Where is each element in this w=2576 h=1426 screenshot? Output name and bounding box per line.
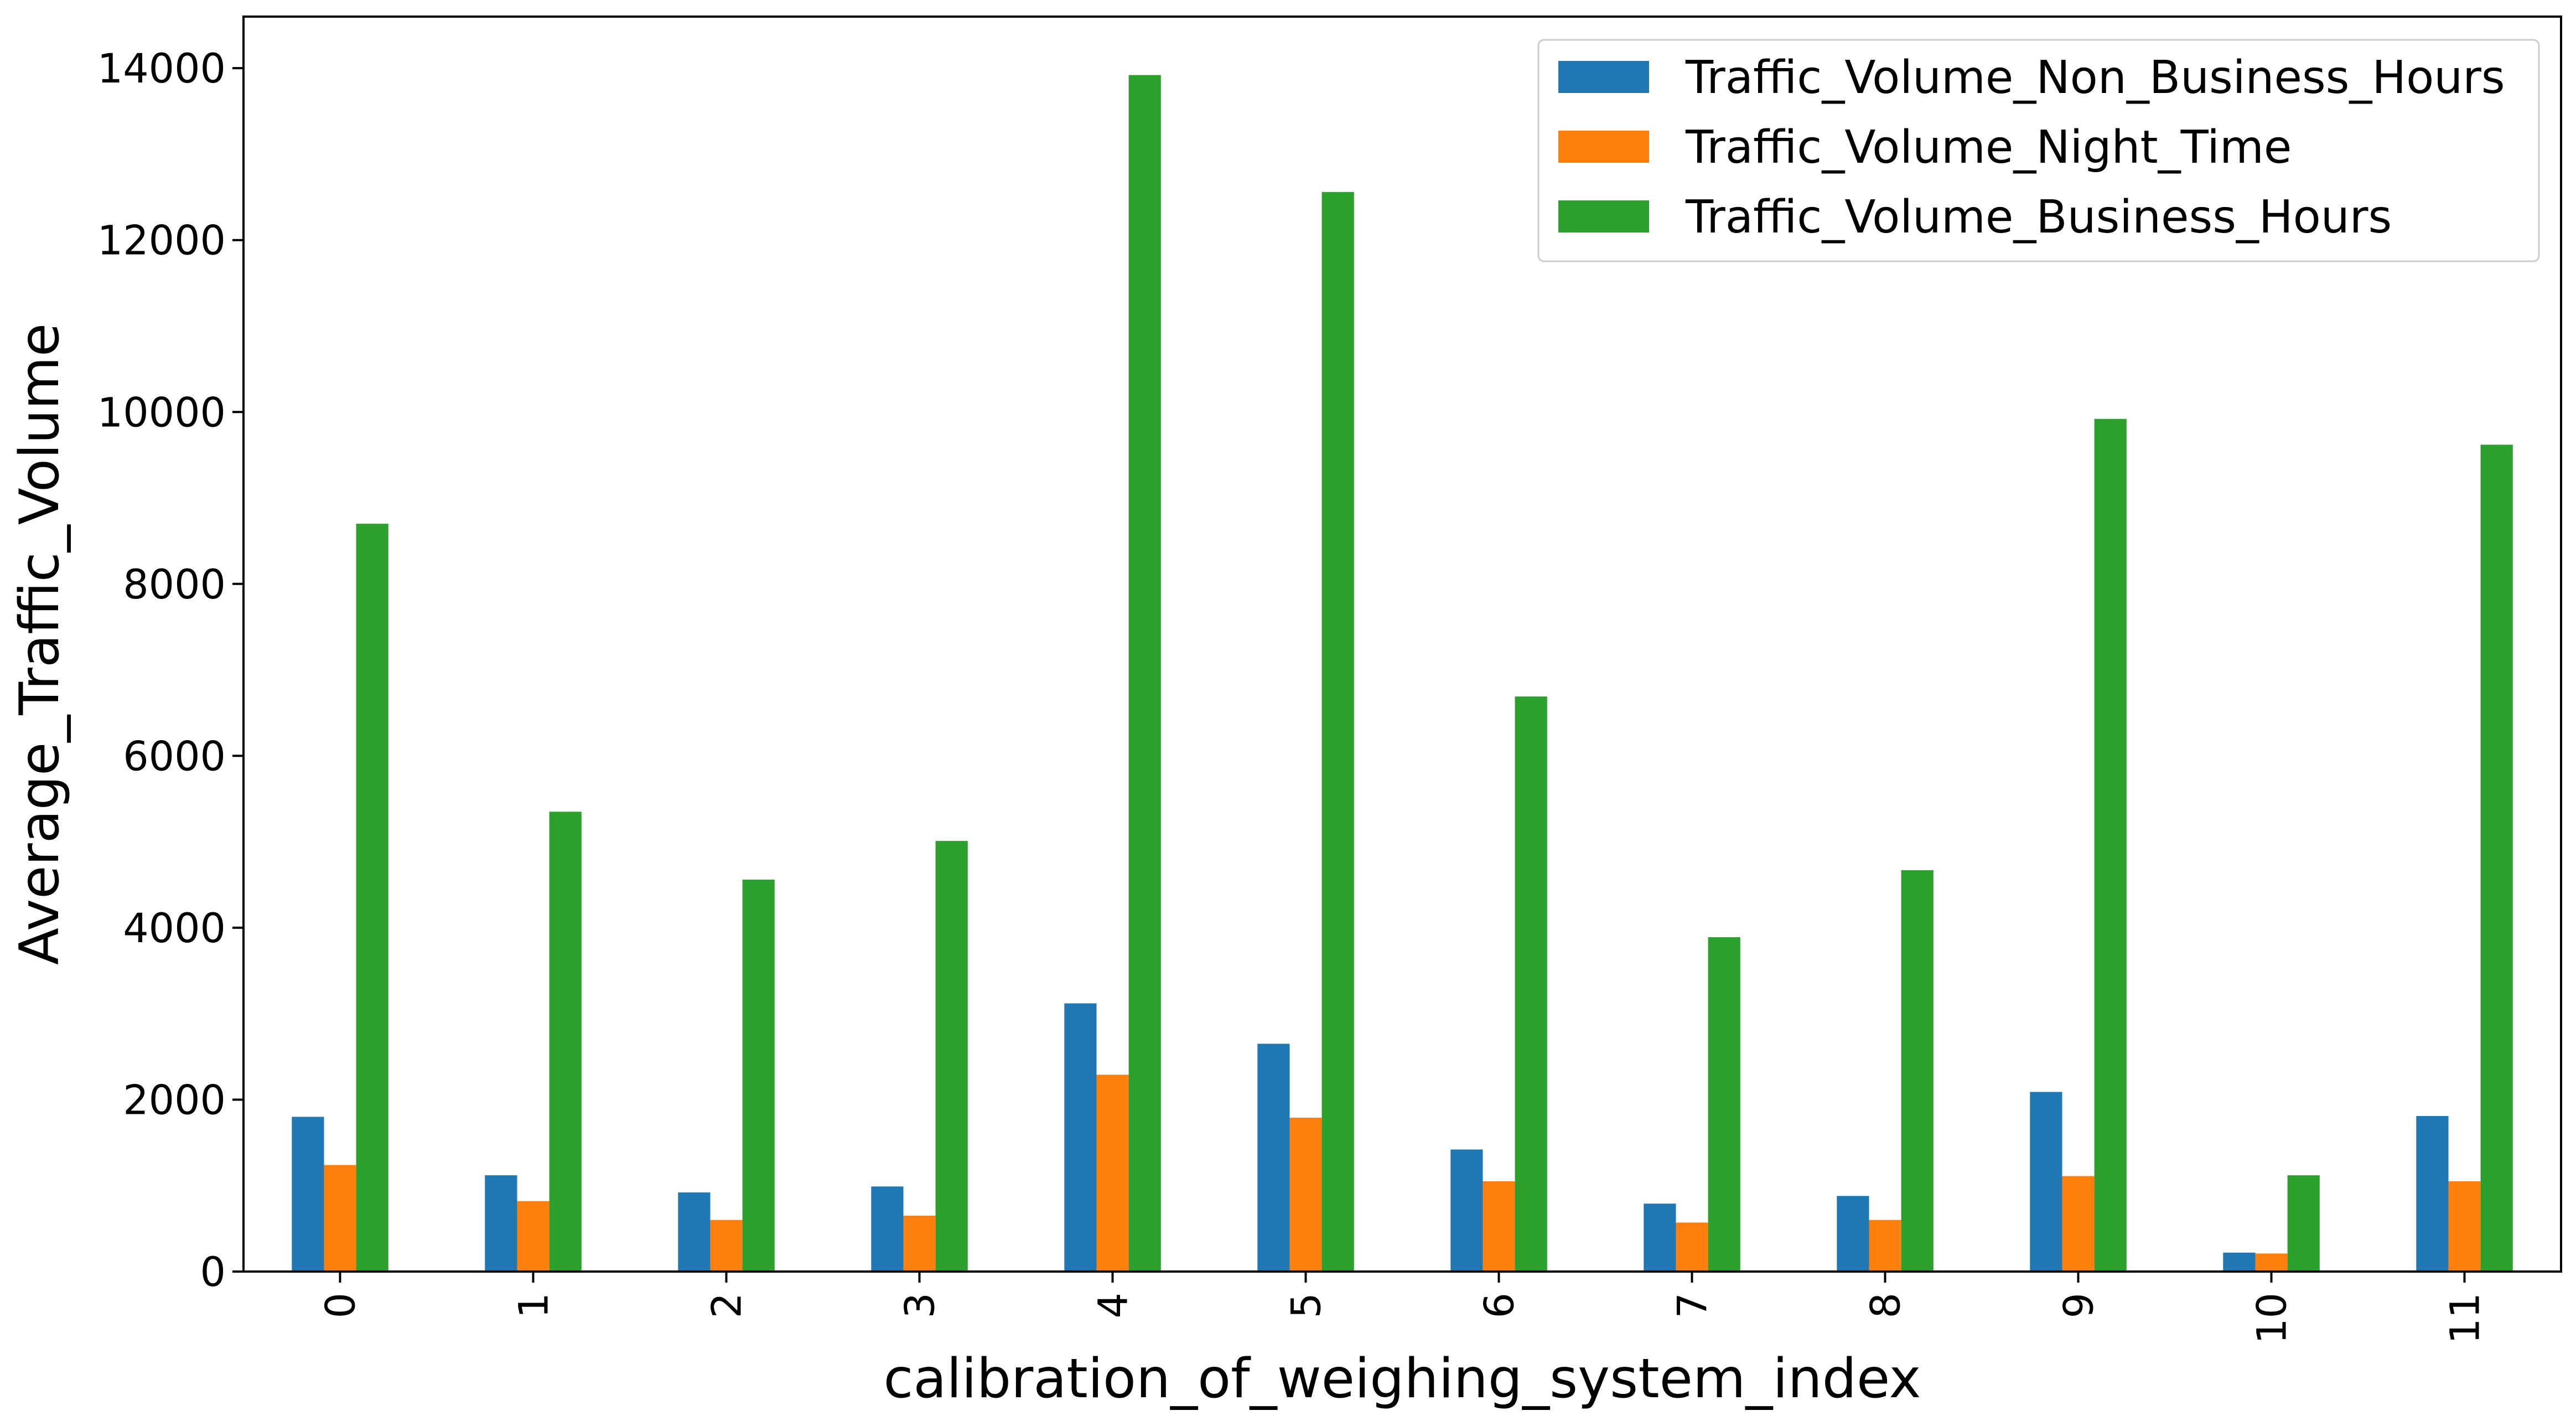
bar-Traffic_Volume_Business_Hours-9 (2094, 418, 2127, 1272)
bar-Traffic_Volume_Night_Time-4 (1096, 1074, 1129, 1272)
bar-Traffic_Volume_Night_Time-3 (903, 1216, 936, 1272)
x-tick-label: 6 (1476, 1293, 1523, 1318)
legend-label: Traffic_Volume_Night_Time (1685, 121, 2292, 174)
x-tick-label: 7 (1670, 1293, 1717, 1318)
x-tick-label: 5 (1283, 1293, 1330, 1318)
x-tick-label: 11 (2442, 1293, 2489, 1344)
y-tick-label: 0 (200, 1249, 226, 1296)
bar-Traffic_Volume_Night_Time-6 (1483, 1181, 1515, 1272)
bar-Traffic_Volume_Non_Business_Hours-2 (678, 1192, 711, 1272)
y-tick-label: 8000 (123, 561, 226, 608)
bar-Traffic_Volume_Business_Hours-11 (2480, 445, 2513, 1272)
y-tick-label: 4000 (123, 905, 226, 952)
bar-Traffic_Volume_Business_Hours-1 (549, 812, 582, 1272)
bar-Traffic_Volume_Business_Hours-3 (935, 841, 968, 1272)
bar-Traffic_Volume_Non_Business_Hours-11 (2416, 1116, 2449, 1272)
bar-Traffic_Volume_Night_Time-8 (1869, 1220, 1901, 1272)
bars-group (292, 75, 2513, 1272)
x-tick-label: 2 (704, 1293, 751, 1318)
y-tick-label: 2000 (123, 1077, 226, 1124)
x-tick-label: 9 (2056, 1293, 2103, 1318)
x-tick-label: 8 (1863, 1293, 1910, 1318)
bar-Traffic_Volume_Business_Hours-10 (2287, 1175, 2320, 1272)
y-tick-label: 10000 (97, 389, 226, 436)
legend-swatch-Traffic_Volume_Business_Hours (1558, 200, 1649, 232)
bar-Traffic_Volume_Non_Business_Hours-8 (1837, 1196, 1869, 1272)
y-axis-label: Average_Traffic_Volume (8, 323, 71, 965)
bar-Traffic_Volume_Non_Business_Hours-10 (2223, 1252, 2256, 1272)
bar-Traffic_Volume_Night_Time-0 (324, 1165, 356, 1272)
x-tick-label: 4 (1090, 1293, 1137, 1318)
x-tick-label: 10 (2249, 1293, 2296, 1344)
bar-Traffic_Volume_Non_Business_Hours-0 (292, 1117, 324, 1272)
bar-Traffic_Volume_Non_Business_Hours-7 (1644, 1203, 1676, 1272)
x-tick-label: 0 (318, 1293, 365, 1318)
bar-Traffic_Volume_Non_Business_Hours-4 (1064, 1003, 1097, 1272)
bar-Traffic_Volume_Night_Time-2 (710, 1220, 743, 1272)
legend: Traffic_Volume_Non_Business_Hours Traffic… (1537, 39, 2540, 262)
bar-Traffic_Volume_Non_Business_Hours-1 (485, 1175, 517, 1272)
plot-frame (242, 16, 2562, 1273)
bar-Traffic_Volume_Night_Time-9 (2062, 1176, 2095, 1272)
legend-label: Traffic_Volume_Business_Hours (1685, 191, 2392, 244)
y-tick-label: 6000 (123, 733, 226, 780)
legend-frame (1537, 39, 2540, 262)
bar-Traffic_Volume_Business_Hours-5 (1321, 192, 1354, 1272)
bar-Traffic_Volume_Business_Hours-6 (1515, 696, 1547, 1272)
y-tick-label: 14000 (97, 45, 226, 92)
bar-Traffic_Volume_Night_Time-10 (2255, 1253, 2288, 1272)
legend-swatch-Traffic_Volume_Non_Business_Hours (1558, 61, 1649, 93)
bar-Traffic_Volume_Non_Business_Hours-5 (1257, 1043, 1290, 1272)
x-axis-ticks: 0 1 2 3 4 5 6 7 8 9 10 11 (318, 1272, 2489, 1344)
y-axis-ticks: 0 2000 4000 6000 8000 10000 12000 14000 (97, 45, 243, 1296)
bar-Traffic_Volume_Non_Business_Hours-6 (1450, 1149, 1483, 1272)
legend-label: Traffic_Volume_Non_Business_Hours (1685, 51, 2505, 104)
bar-Traffic_Volume_Night_Time-1 (517, 1201, 550, 1272)
bar-Traffic_Volume_Non_Business_Hours-9 (2030, 1092, 2062, 1272)
legend-swatch-Traffic_Volume_Night_Time (1558, 131, 1649, 163)
bar-Traffic_Volume_Night_Time-7 (1676, 1222, 1708, 1272)
x-tick-label: 1 (511, 1293, 558, 1318)
x-tick-label: 3 (897, 1293, 944, 1318)
bar-Traffic_Volume_Non_Business_Hours-3 (871, 1186, 904, 1272)
legend-items: Traffic_Volume_Non_Business_Hours Traffic… (1558, 51, 2505, 244)
bar-Traffic_Volume_Business_Hours-4 (1128, 75, 1161, 1272)
bar-Traffic_Volume_Business_Hours-2 (742, 880, 775, 1272)
bar-Traffic_Volume_Business_Hours-0 (356, 524, 388, 1272)
bar-Traffic_Volume_Business_Hours-8 (1901, 870, 1934, 1272)
x-axis-label: calibration_of_weighing_system_index (883, 1347, 1921, 1410)
y-tick-label: 12000 (97, 218, 226, 265)
bar-Traffic_Volume_Night_Time-11 (2448, 1181, 2481, 1272)
bar-Traffic_Volume_Business_Hours-7 (1708, 937, 1740, 1272)
bar-Traffic_Volume_Night_Time-5 (1289, 1118, 1322, 1272)
